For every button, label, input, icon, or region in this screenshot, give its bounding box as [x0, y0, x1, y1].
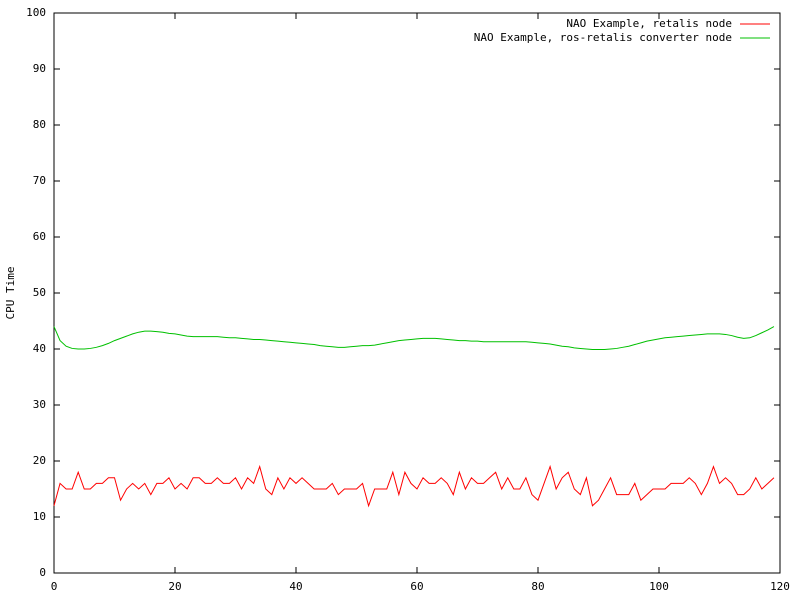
legend-label: NAO Example, retalis node	[566, 17, 732, 30]
y-tick-label: 70	[33, 174, 46, 187]
y-tick-label: 30	[33, 398, 46, 411]
series-line	[53, 464, 775, 508]
x-tick-label: 120	[770, 580, 790, 593]
x-tick-label: 0	[51, 580, 58, 593]
y-tick-label: 80	[33, 118, 46, 131]
y-tick-label: 10	[33, 510, 46, 523]
y-tick-label: 90	[33, 62, 46, 75]
y-axis-label: CPU Time	[4, 267, 17, 320]
y-tick-label: 40	[33, 342, 46, 355]
x-tick-label: 60	[410, 580, 423, 593]
y-tick-label: 100	[26, 6, 46, 19]
x-tick-label: 40	[289, 580, 302, 593]
series-line	[53, 326, 775, 351]
legend-label: NAO Example, ros-retalis converter node	[474, 31, 732, 44]
y-tick-label: 20	[33, 454, 46, 467]
x-tick-label: 20	[168, 580, 181, 593]
y-tick-label: 50	[33, 286, 46, 299]
x-tick-label: 100	[649, 580, 669, 593]
y-tick-label: 0	[39, 566, 46, 579]
y-tick-label: 60	[33, 230, 46, 243]
x-tick-label: 80	[531, 580, 544, 593]
